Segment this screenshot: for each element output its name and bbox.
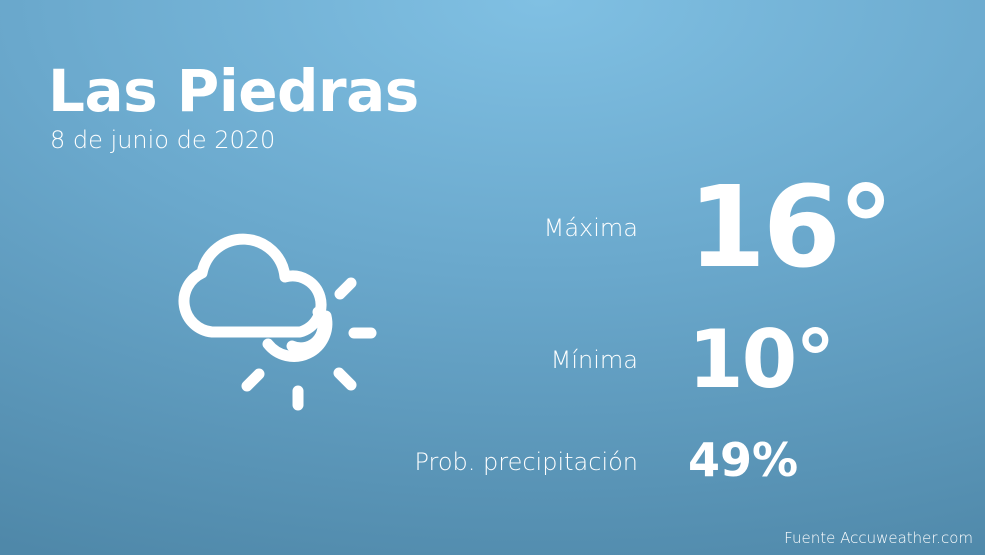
max-label: Máxima (543, 214, 638, 242)
sun-crescent (286, 306, 329, 354)
max-temperature: 16° (688, 163, 894, 293)
sun-ray (334, 277, 357, 300)
sun-ray (333, 367, 357, 391)
cloud-shape (178, 233, 327, 338)
city-title: Las Piedras (48, 57, 419, 125)
min-temperature: 10° (688, 313, 835, 406)
precip-label: Prob. precipitación (414, 448, 638, 476)
source-credit: Fuente Accuweather.com (784, 529, 973, 547)
precip-probability: 49% (688, 433, 799, 487)
sun-ray (241, 368, 265, 392)
min-label: Mínima (550, 346, 638, 374)
forecast-date: 8 de junio de 2020 (50, 126, 276, 154)
